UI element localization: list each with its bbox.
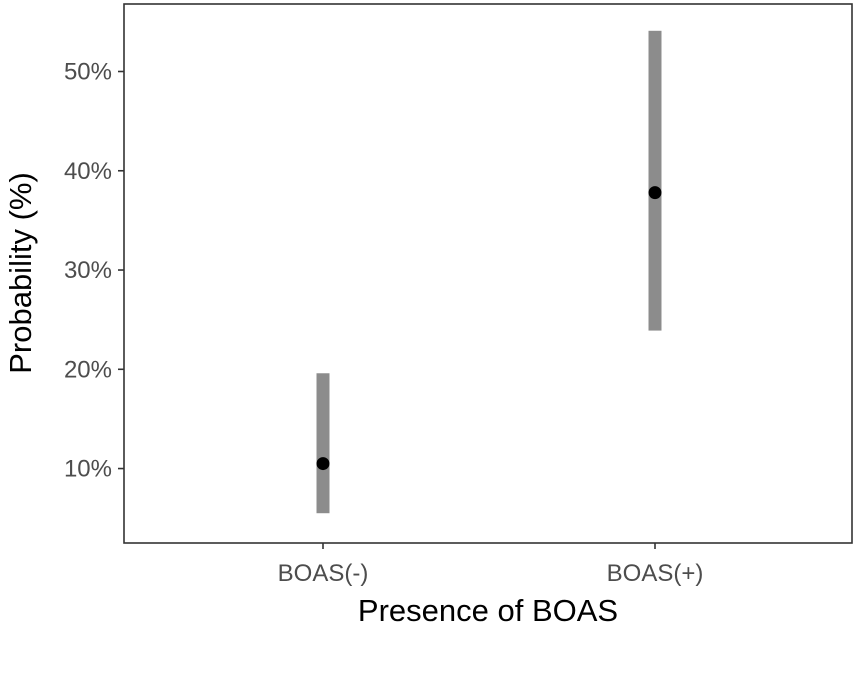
interval-bar xyxy=(316,373,330,514)
plot-panel-border xyxy=(123,3,853,544)
y-tick-label: 50% xyxy=(64,58,112,85)
y-tick-label: 10% xyxy=(64,456,112,483)
x-tick-label: BOAS(+) xyxy=(607,560,704,587)
data-points xyxy=(316,186,662,471)
interval-bars xyxy=(316,30,662,514)
y-tick-label: 20% xyxy=(64,356,112,383)
x-axis-title: Presence of BOAS xyxy=(358,593,618,628)
y-tick-label: 40% xyxy=(64,158,112,185)
x-tick-label: BOAS(-) xyxy=(278,560,369,587)
data-point xyxy=(648,186,662,200)
interval-bar xyxy=(648,30,662,331)
y-axis: 10% 20% 30% 40% 50% xyxy=(64,58,124,483)
y-tick-label: 30% xyxy=(64,257,112,284)
y-axis-title: Probability (%) xyxy=(3,172,38,374)
x-axis: BOAS(-) BOAS(+) xyxy=(278,543,704,587)
data-point xyxy=(316,457,330,471)
